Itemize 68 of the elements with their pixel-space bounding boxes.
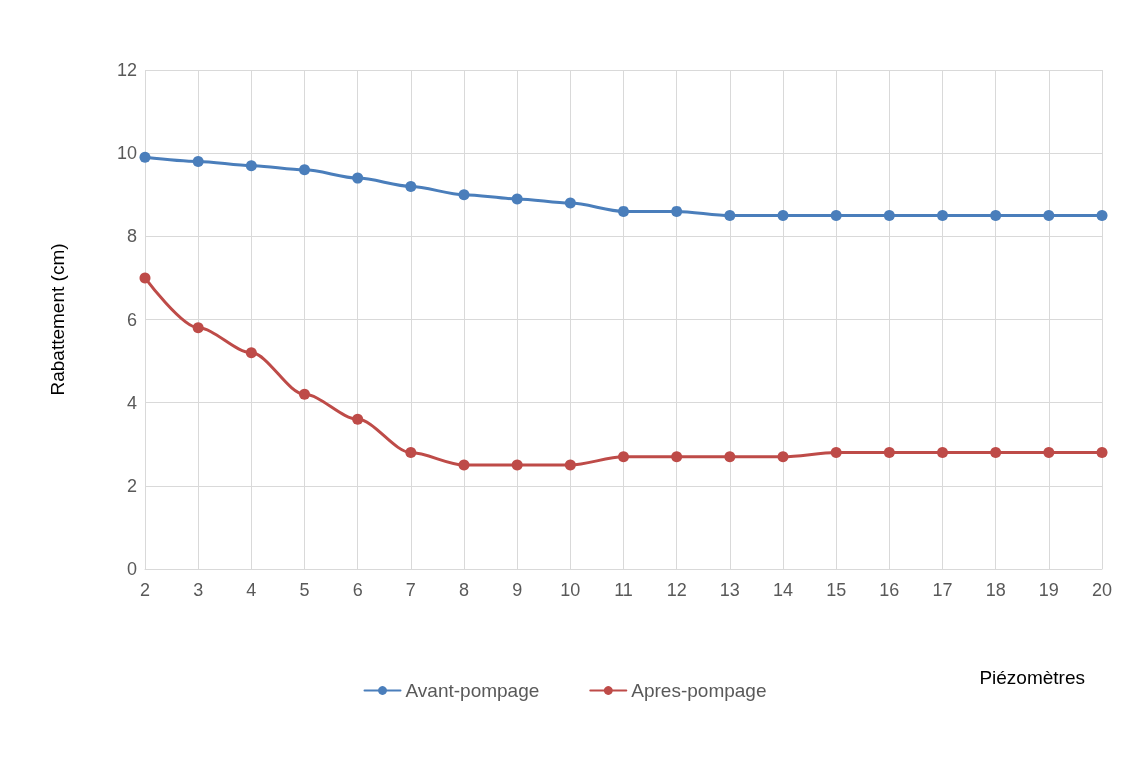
y-tick-label: 12 <box>116 60 137 80</box>
legend-label: Avant-pompage <box>405 680 540 701</box>
point <box>458 189 470 201</box>
point <box>1043 447 1055 459</box>
x-tick-label: 8 <box>458 580 470 600</box>
point <box>352 413 364 425</box>
x-axis-title: Piézomètres <box>979 667 1086 688</box>
point <box>724 451 736 463</box>
point <box>192 322 204 334</box>
point <box>139 272 151 284</box>
point <box>511 193 523 205</box>
point <box>352 172 364 184</box>
x-tick-label: 20 <box>1091 580 1113 600</box>
x-tick-label: 13 <box>719 580 740 600</box>
point <box>405 447 417 459</box>
x-tick-label: 12 <box>666 580 687 600</box>
point <box>671 205 683 217</box>
point <box>1096 447 1108 459</box>
point <box>1043 210 1055 222</box>
x-tick-label: 11 <box>614 580 633 600</box>
y-tick-label: 4 <box>126 392 137 413</box>
point <box>671 451 683 463</box>
legend-label: Apres-pompage <box>631 680 767 701</box>
point <box>990 210 1002 222</box>
x-tick-label: 14 <box>772 580 794 600</box>
point <box>245 347 257 359</box>
point <box>937 210 948 222</box>
y-tick-label: 10 <box>116 143 137 164</box>
point <box>1096 210 1108 222</box>
point <box>511 459 523 471</box>
x-tick-label: 5 <box>299 580 310 600</box>
point <box>937 447 948 459</box>
x-tick-label: 16 <box>879 580 900 600</box>
point <box>618 451 629 463</box>
x-tick-label: 10 <box>560 580 581 600</box>
point <box>405 180 417 192</box>
point <box>883 210 895 222</box>
point <box>990 447 1002 459</box>
x-tick-label: 4 <box>246 580 257 600</box>
point <box>724 210 736 222</box>
x-tick-label: 9 <box>512 580 523 600</box>
x-tick-label: 15 <box>826 580 847 600</box>
y-tick-label: 2 <box>126 475 137 496</box>
point <box>777 210 789 222</box>
x-tick-label: 2 <box>139 580 151 600</box>
y-tick-label: 6 <box>126 309 137 330</box>
y-axis-title: Rabattement (cm) <box>47 243 68 396</box>
point <box>299 164 310 176</box>
point <box>245 160 257 172</box>
point <box>883 447 895 459</box>
y-tick-label: 0 <box>126 559 137 579</box>
point <box>564 459 576 471</box>
point <box>830 210 842 222</box>
point <box>192 155 204 167</box>
point <box>299 388 310 400</box>
point <box>564 197 576 209</box>
x-tick-label: 17 <box>932 580 953 600</box>
x-tick-label: 3 <box>193 580 204 600</box>
x-tick-label: 18 <box>985 580 1006 600</box>
x-tick-label: 6 <box>352 580 363 600</box>
point <box>139 151 151 163</box>
y-tick-label: 8 <box>126 226 137 247</box>
point <box>830 447 842 459</box>
point <box>618 205 629 217</box>
x-tick-label: 19 <box>1038 580 1059 600</box>
point <box>458 459 470 471</box>
point <box>777 451 789 463</box>
x-tick-label: 7 <box>405 580 416 600</box>
